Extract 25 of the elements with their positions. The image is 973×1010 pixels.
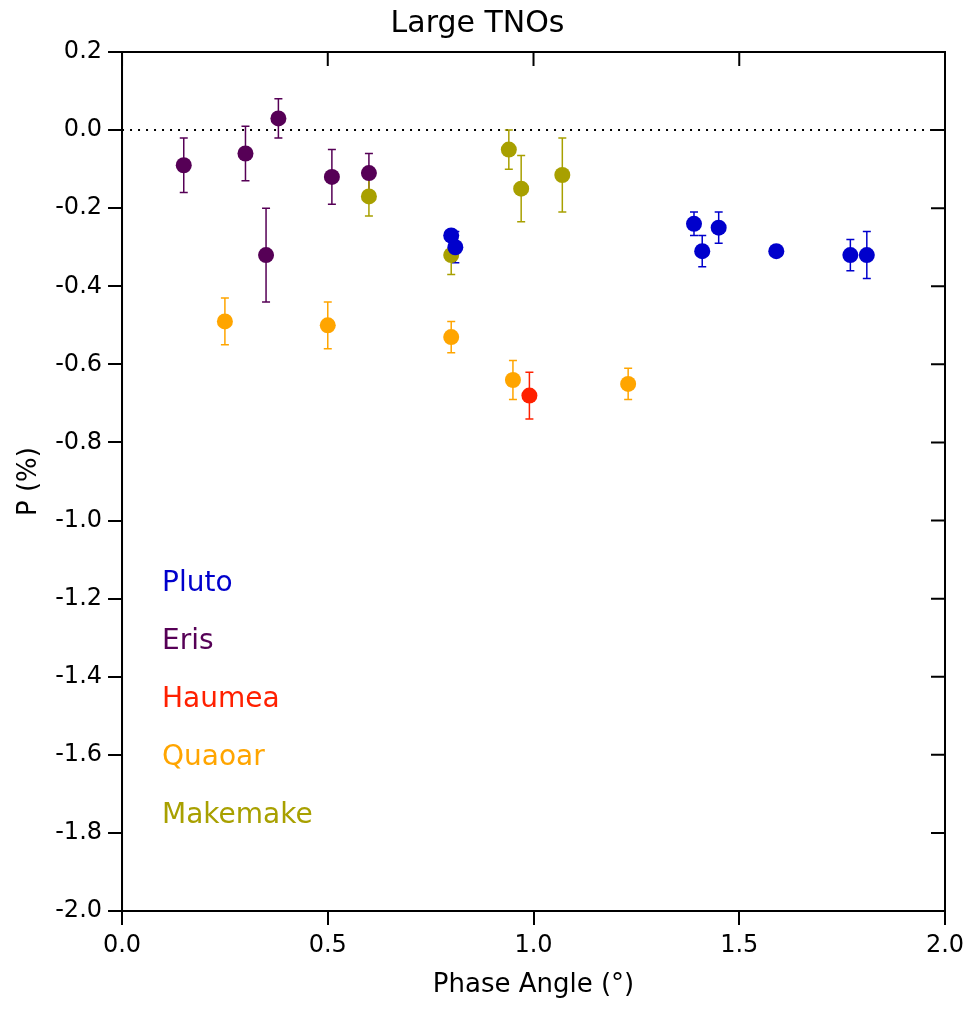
y-tick-label: -0.8 xyxy=(55,426,103,455)
text: Pluto xyxy=(162,565,233,599)
text: Haumea xyxy=(162,681,280,715)
y-tick-label: 0.2 xyxy=(63,36,103,65)
y-tick-label: -1.4 xyxy=(55,660,103,689)
x-tick-label: 0.0 xyxy=(102,929,142,958)
x-tick-label: 2.0 xyxy=(925,929,965,958)
y-tick-label: -1.8 xyxy=(55,817,103,846)
text: Eris xyxy=(162,623,214,657)
y-tick-label: 0.0 xyxy=(63,114,103,143)
chart-title: Large TNOs xyxy=(390,3,565,39)
y-tick-label: -0.6 xyxy=(55,348,103,377)
x-tick-label: 0.5 xyxy=(308,929,347,958)
x-axis-title: Phase Angle (°) xyxy=(432,968,635,999)
y-tick-label: -1.6 xyxy=(55,739,103,768)
y-tick-label: -2.0 xyxy=(55,895,103,924)
y-tick-label: -0.4 xyxy=(55,270,103,299)
y-tick-label: -1.0 xyxy=(55,504,103,533)
y-axis-title: P (%) xyxy=(12,447,43,516)
y-tick-label: -1.2 xyxy=(55,582,103,611)
text: Makemake xyxy=(162,797,313,831)
x-tick-label: 1.0 xyxy=(514,929,553,958)
text: Quaoar xyxy=(162,739,266,773)
x-tick-label: 1.5 xyxy=(720,929,759,958)
y-tick-label: -0.2 xyxy=(55,192,103,221)
